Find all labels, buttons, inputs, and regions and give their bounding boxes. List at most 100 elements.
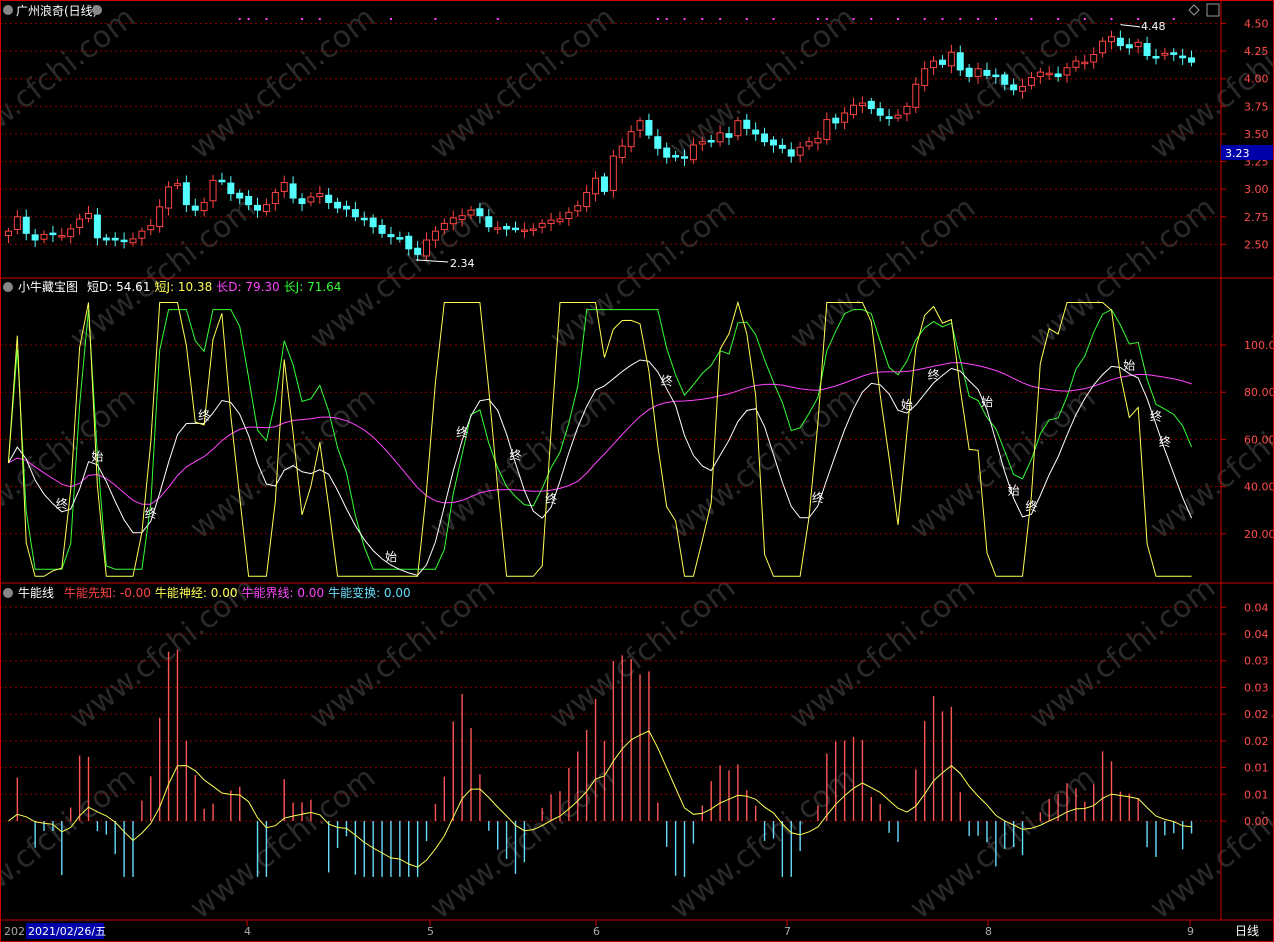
candle[interactable] (885, 109, 893, 126)
candle[interactable] (67, 223, 75, 244)
short-d-line[interactable] (7, 359, 1193, 576)
candle[interactable] (254, 197, 262, 218)
candle[interactable] (111, 232, 119, 247)
candle[interactable] (672, 150, 680, 162)
candle[interactable] (236, 189, 244, 205)
candle[interactable] (867, 97, 875, 115)
candle[interactable] (1099, 37, 1107, 58)
candle[interactable] (556, 211, 564, 226)
candle[interactable] (938, 55, 946, 68)
candle[interactable] (663, 142, 671, 164)
candle[interactable] (992, 68, 1000, 84)
dropdown-icon[interactable] (92, 5, 102, 15)
candle[interactable] (85, 205, 93, 223)
candle[interactable] (200, 197, 208, 217)
candle[interactable] (947, 44, 955, 74)
candle[interactable] (583, 184, 591, 213)
candle[interactable] (645, 113, 653, 139)
candle[interactable] (245, 190, 253, 211)
candle[interactable] (271, 188, 279, 211)
diamond-icon[interactable] (1188, 4, 1200, 16)
candle[interactable] (1107, 30, 1115, 50)
candle[interactable] (307, 192, 315, 207)
candle[interactable] (13, 210, 21, 235)
candle[interactable] (565, 207, 573, 227)
candle[interactable] (227, 176, 235, 202)
candle[interactable] (396, 231, 404, 243)
candle[interactable] (423, 232, 431, 261)
candle[interactable] (618, 138, 626, 164)
candle[interactable] (138, 227, 146, 246)
candle[interactable] (449, 210, 457, 231)
candle[interactable] (262, 198, 270, 216)
candle[interactable] (716, 125, 724, 147)
candle[interactable] (49, 225, 57, 243)
candle[interactable] (1143, 36, 1151, 61)
candle[interactable] (351, 201, 359, 222)
candle[interactable] (165, 181, 173, 216)
candle[interactable] (1161, 47, 1169, 61)
candle[interactable] (431, 225, 439, 248)
candle[interactable] (289, 176, 297, 204)
candle[interactable] (520, 222, 528, 239)
candle[interactable] (485, 209, 493, 233)
candle[interactable] (147, 218, 155, 236)
candle[interactable] (378, 219, 386, 239)
candle[interactable] (494, 221, 502, 235)
candle[interactable] (930, 55, 938, 76)
candle[interactable] (654, 129, 662, 156)
candle[interactable] (636, 117, 644, 138)
candle[interactable] (609, 149, 617, 198)
candle[interactable] (983, 62, 991, 80)
candle[interactable] (58, 228, 66, 241)
candle[interactable] (173, 179, 181, 190)
energy-nerve-line[interactable] (8, 730, 1192, 868)
collapse-icon[interactable] (3, 588, 13, 598)
candle[interactable] (1072, 55, 1080, 72)
candle[interactable] (182, 175, 190, 213)
candle[interactable] (458, 208, 466, 227)
candle[interactable] (1027, 71, 1035, 90)
candle[interactable] (360, 211, 368, 226)
candle[interactable] (574, 200, 582, 217)
candle[interactable] (858, 96, 866, 114)
candle[interactable] (1063, 62, 1071, 83)
candle[interactable] (734, 116, 742, 141)
candle[interactable] (627, 125, 635, 153)
candle[interactable] (22, 209, 30, 241)
candle[interactable] (1036, 67, 1044, 84)
candle[interactable] (405, 232, 413, 256)
candle[interactable] (1019, 78, 1027, 99)
collapse-icon[interactable] (3, 282, 13, 292)
candle[interactable] (369, 214, 377, 234)
short-j-line[interactable] (7, 300, 1192, 577)
candle[interactable] (956, 45, 964, 76)
candle[interactable] (876, 102, 884, 122)
candle[interactable] (76, 213, 84, 235)
candle[interactable] (752, 122, 760, 141)
candle[interactable] (280, 175, 288, 198)
candle[interactable] (414, 241, 422, 262)
candle[interactable] (467, 205, 475, 219)
candle[interactable] (316, 186, 324, 204)
candle[interactable] (689, 137, 697, 164)
candle[interactable] (209, 174, 217, 209)
candle[interactable] (841, 107, 849, 130)
candle[interactable] (796, 141, 804, 163)
candle[interactable] (1045, 66, 1053, 81)
candle[interactable] (787, 142, 795, 163)
candle[interactable] (681, 149, 689, 166)
candle[interactable] (476, 202, 484, 224)
candle[interactable] (912, 77, 920, 114)
candle[interactable] (1010, 78, 1018, 96)
candle[interactable] (40, 230, 48, 244)
candle[interactable] (850, 97, 858, 119)
candle[interactable] (120, 232, 128, 249)
candle[interactable] (529, 223, 537, 237)
candle[interactable] (93, 208, 101, 246)
candle[interactable] (725, 126, 733, 145)
candle[interactable] (538, 219, 546, 234)
candle[interactable] (1001, 71, 1009, 91)
candle[interactable] (894, 109, 902, 122)
